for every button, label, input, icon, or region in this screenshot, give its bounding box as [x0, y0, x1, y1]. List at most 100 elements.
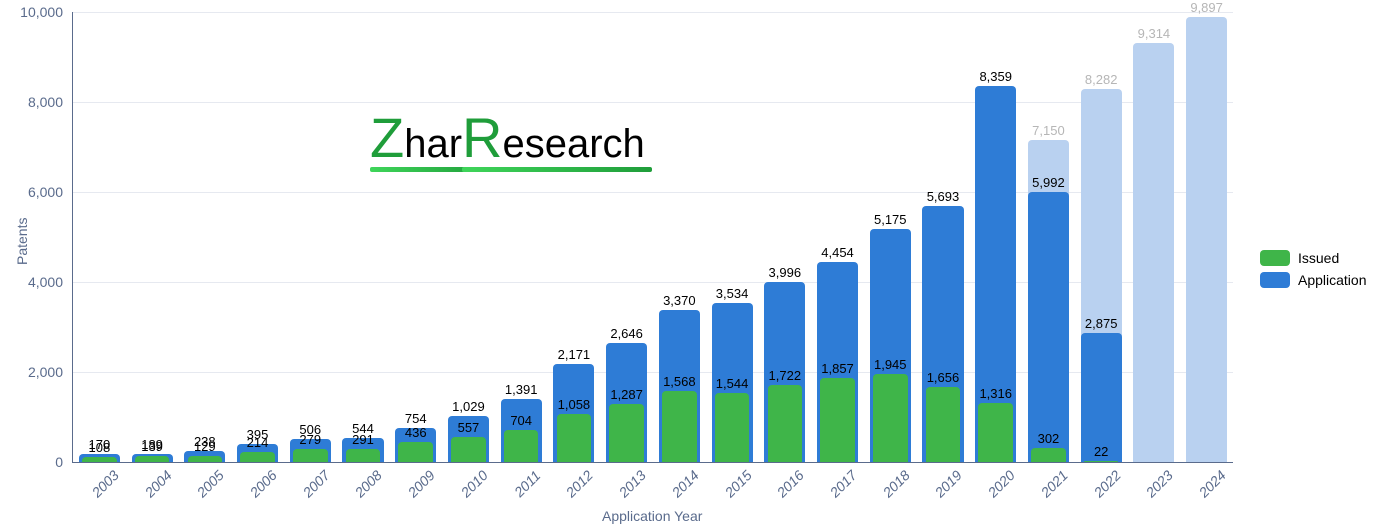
bar-issued — [188, 456, 223, 462]
x-tick-label: 2019 — [928, 463, 968, 503]
bar-issued — [873, 374, 908, 462]
bar-projection — [1133, 43, 1174, 462]
plot-area: 02,0004,0006,0008,00010,0001701082003189… — [72, 12, 1233, 463]
y-tick-label: 8,000 — [28, 94, 73, 110]
application-data-label: 5,992 — [1028, 175, 1069, 190]
bar-issued — [820, 378, 855, 462]
issued-data-label: 1,945 — [870, 357, 911, 372]
bar-issued — [240, 452, 275, 462]
x-tick-label: 2003 — [85, 463, 125, 503]
issued-data-label: 291 — [342, 432, 383, 447]
bar-application — [1081, 333, 1122, 462]
bar-issued — [504, 430, 539, 462]
chart-container: 02,0004,0006,0008,00010,0001701082003189… — [0, 0, 1398, 532]
bar-issued — [82, 457, 117, 462]
logo-text: har — [404, 124, 462, 164]
bar-issued — [609, 404, 644, 462]
application-data-label: 2,171 — [553, 347, 594, 362]
bar-issued — [715, 393, 750, 462]
logo-text: R — [462, 106, 502, 169]
logo: ZharResearch — [370, 110, 645, 166]
bar-issued — [662, 391, 697, 462]
logo-text: esearch — [502, 124, 644, 164]
issued-data-label: 1,058 — [553, 397, 594, 412]
x-tick-label: 2023 — [1139, 463, 1179, 503]
bar-group: 1891392004 — [132, 12, 173, 462]
y-tick-label: 2,000 — [28, 364, 73, 380]
issued-data-label: 214 — [237, 435, 278, 450]
issued-data-label: 704 — [501, 413, 542, 428]
issued-data-label: 22 — [1081, 444, 1122, 459]
bar-group: 1,3917042011 — [501, 12, 542, 462]
issued-data-label: 1,287 — [606, 387, 647, 402]
application-data-label: 2,875 — [1081, 316, 1122, 331]
bar-projection — [1186, 17, 1227, 462]
issued-data-label: 1,544 — [712, 376, 753, 391]
bar-group: 5,6931,6562019 — [922, 12, 963, 462]
projection-data-label: 7,150 — [1028, 123, 1069, 138]
x-tick-label: 2024 — [1192, 463, 1232, 503]
y-tick-label: 6,000 — [28, 184, 73, 200]
bar-group: 7,1505,9923022021 — [1028, 12, 1069, 462]
bar-group: 2,6461,2872013 — [606, 12, 647, 462]
bar-group: 1701082003 — [79, 12, 120, 462]
x-tick-label: 2013 — [612, 463, 652, 503]
application-data-label: 8,359 — [975, 69, 1016, 84]
bar-group: 2381292005 — [184, 12, 225, 462]
bar-issued — [1084, 461, 1119, 462]
bar-issued — [451, 437, 486, 462]
application-data-label: 3,996 — [764, 265, 805, 280]
bar-application — [1028, 192, 1069, 462]
application-data-label: 3,534 — [712, 286, 753, 301]
issued-data-label: 557 — [448, 420, 489, 435]
application-data-label: 1,029 — [448, 399, 489, 414]
application-data-label: 4,454 — [817, 245, 858, 260]
bar-issued — [926, 387, 961, 462]
issued-data-label: 302 — [1028, 431, 1069, 446]
logo-letter-r: R — [462, 110, 502, 166]
logo-underline — [462, 167, 652, 172]
x-tick-label: 2007 — [296, 463, 336, 503]
application-data-label: 5,693 — [922, 189, 963, 204]
x-tick-label: 2016 — [770, 463, 810, 503]
bar-group: 3952142006 — [237, 12, 278, 462]
bar-group: 4,4541,8572017 — [817, 12, 858, 462]
x-tick-label: 2009 — [401, 463, 441, 503]
legend-swatch — [1260, 272, 1290, 288]
issued-data-label: 1,316 — [975, 386, 1016, 401]
issued-data-label: 1,857 — [817, 361, 858, 376]
legend-item: Issued — [1260, 250, 1367, 266]
bar-issued — [768, 385, 803, 462]
application-data-label: 3,370 — [659, 293, 700, 308]
bar-issued — [1031, 448, 1066, 462]
bar-issued — [398, 442, 433, 462]
projection-data-label: 9,897 — [1186, 0, 1227, 15]
x-axis-title: Application Year — [602, 508, 702, 524]
issued-data-label: 436 — [395, 425, 436, 440]
issued-data-label: 1,722 — [764, 368, 805, 383]
legend-label: Application — [1298, 272, 1367, 288]
bar-group: 9,3142023 — [1133, 12, 1174, 462]
bar-issued — [135, 456, 170, 462]
bar-group: 7544362009 — [395, 12, 436, 462]
legend-swatch — [1260, 250, 1290, 266]
bar-group: 9,8972024 — [1186, 12, 1227, 462]
x-tick-label: 2005 — [190, 463, 230, 503]
bar-group: 5062792007 — [290, 12, 331, 462]
bar-group: 5442912008 — [342, 12, 383, 462]
issued-data-label: 1,656 — [922, 370, 963, 385]
issued-data-label: 1,568 — [659, 374, 700, 389]
legend-label: Issued — [1298, 250, 1339, 266]
projection-data-label: 9,314 — [1133, 26, 1174, 41]
bar-group: 2,1711,0582012 — [553, 12, 594, 462]
logo-text: Z — [370, 106, 404, 169]
legend-item: Application — [1260, 272, 1367, 288]
application-data-label: 754 — [395, 411, 436, 426]
bar-group: 5,1751,9452018 — [870, 12, 911, 462]
x-tick-label: 2022 — [1087, 463, 1127, 503]
bar-issued — [978, 403, 1013, 462]
bar-group: 3,5341,5442015 — [712, 12, 753, 462]
x-tick-label: 2010 — [454, 463, 494, 503]
issued-data-label: 139 — [132, 439, 173, 454]
x-tick-label: 2021 — [1034, 463, 1074, 503]
